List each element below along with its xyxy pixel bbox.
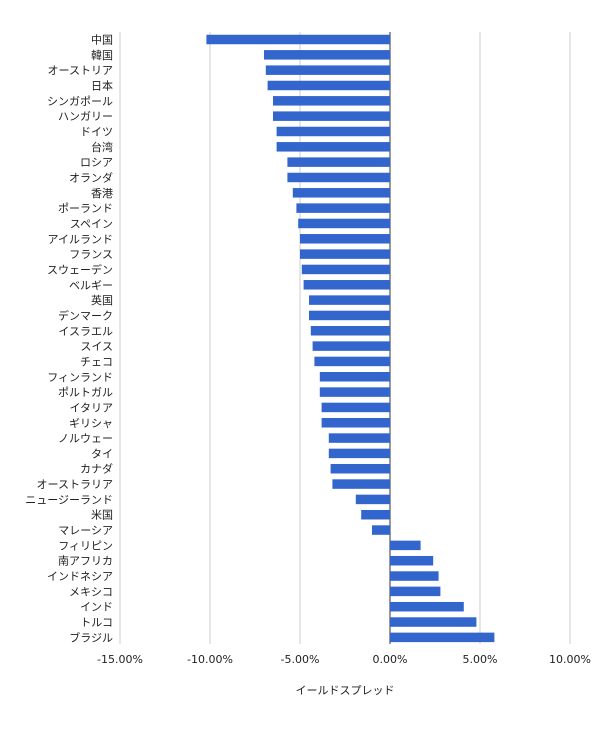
bar <box>309 295 390 305</box>
category-label: オランダ <box>69 170 113 184</box>
category-label: フィリピン <box>58 539 113 552</box>
bar <box>332 479 390 489</box>
bar <box>309 310 390 321</box>
bar <box>206 34 390 45</box>
x-axis-title: イールドスプレッド <box>296 684 395 697</box>
category-labels: 中国韓国オーストリア日本シンガポールハンガリードイツ台湾ロシアオランダ香港ポーラ… <box>25 34 113 645</box>
category-label: マレーシア <box>58 524 113 537</box>
x-tick-label: -15.00% <box>97 653 143 666</box>
category-label: ニュージーランド <box>25 493 113 506</box>
category-label: スウェーデン <box>47 262 113 276</box>
bar <box>296 203 390 213</box>
category-label: タイ <box>91 447 113 460</box>
category-label: ノルウェー <box>58 432 113 445</box>
category-label: インド <box>80 601 113 614</box>
category-label: ブラジル <box>69 630 113 644</box>
category-label: 香港 <box>91 187 113 200</box>
bar <box>287 157 390 167</box>
category-label: フィンランド <box>47 371 113 384</box>
x-tick-label: -10.00% <box>187 653 233 666</box>
x-tick-label: 0.00% <box>373 653 408 666</box>
bar <box>276 126 390 137</box>
bar <box>390 571 439 581</box>
category-label: ギリシャ <box>69 417 113 430</box>
category-label: インドネシア <box>47 570 113 583</box>
bar <box>301 264 390 275</box>
bar <box>273 96 390 106</box>
category-label: イタリア <box>69 401 113 414</box>
bar <box>321 402 390 413</box>
bar <box>390 586 441 597</box>
bar <box>390 555 434 566</box>
category-label: シンガポール <box>47 95 113 108</box>
bar <box>314 356 390 367</box>
category-label: スペイン <box>70 217 113 230</box>
bar <box>298 218 390 229</box>
category-label: メキシコ <box>69 585 113 598</box>
bar <box>328 433 390 443</box>
bar <box>321 418 390 428</box>
bar <box>300 234 390 244</box>
category-label: 日本 <box>91 78 113 92</box>
category-label: トルコ <box>80 616 113 629</box>
bar <box>310 326 390 336</box>
category-label: オーストリア <box>48 64 113 77</box>
category-label: オーストラリア <box>37 478 113 491</box>
bars <box>206 34 495 643</box>
category-label: 米国 <box>91 509 113 522</box>
category-label: チェコ <box>80 355 113 368</box>
x-tick-label: 5.00% <box>463 653 498 666</box>
category-label: 英国 <box>91 293 113 307</box>
bar <box>390 540 421 551</box>
bar <box>361 509 390 520</box>
category-label: 台湾 <box>91 140 113 154</box>
category-label: ハンガリー <box>58 110 113 123</box>
bar <box>292 188 390 198</box>
category-label: カナダ <box>80 462 113 476</box>
category-label: スイス <box>80 340 113 353</box>
bar <box>328 448 390 459</box>
bar <box>265 65 390 75</box>
x-tick-label: 10.00% <box>549 653 591 666</box>
bar <box>319 372 390 382</box>
category-label: 南アフリカ <box>58 555 113 568</box>
bar <box>303 280 390 290</box>
bar <box>330 463 390 474</box>
bar <box>273 111 390 121</box>
gridlines <box>119 32 571 644</box>
bar <box>390 617 477 627</box>
bar <box>287 172 390 183</box>
category-label: デンマーク <box>58 308 113 322</box>
bar <box>300 249 390 259</box>
bar <box>319 387 390 397</box>
category-label: フランス <box>69 248 113 261</box>
category-label: ポルトガル <box>58 386 113 399</box>
category-label: イスラエル <box>58 325 113 338</box>
x-tick-label: -5.00% <box>281 653 320 666</box>
bar <box>372 525 390 535</box>
category-label: ポーランド <box>58 202 113 215</box>
bar <box>267 80 390 91</box>
bar <box>264 50 390 60</box>
bar <box>312 341 390 351</box>
bar <box>276 142 390 152</box>
category-label: 中国 <box>91 34 113 47</box>
bar <box>355 494 390 505</box>
bar <box>390 632 495 643</box>
bar <box>390 601 464 612</box>
category-label: ドイツ <box>80 125 113 138</box>
category-label: ロシア <box>80 156 113 169</box>
x-tick-labels: -15.00% -10.00% -5.00% 0.00% 5.00% 10.00% <box>97 653 591 666</box>
category-label: ベルギー <box>69 279 113 292</box>
category-label: アイルランド <box>48 233 113 246</box>
category-label: 韓国 <box>91 49 113 62</box>
